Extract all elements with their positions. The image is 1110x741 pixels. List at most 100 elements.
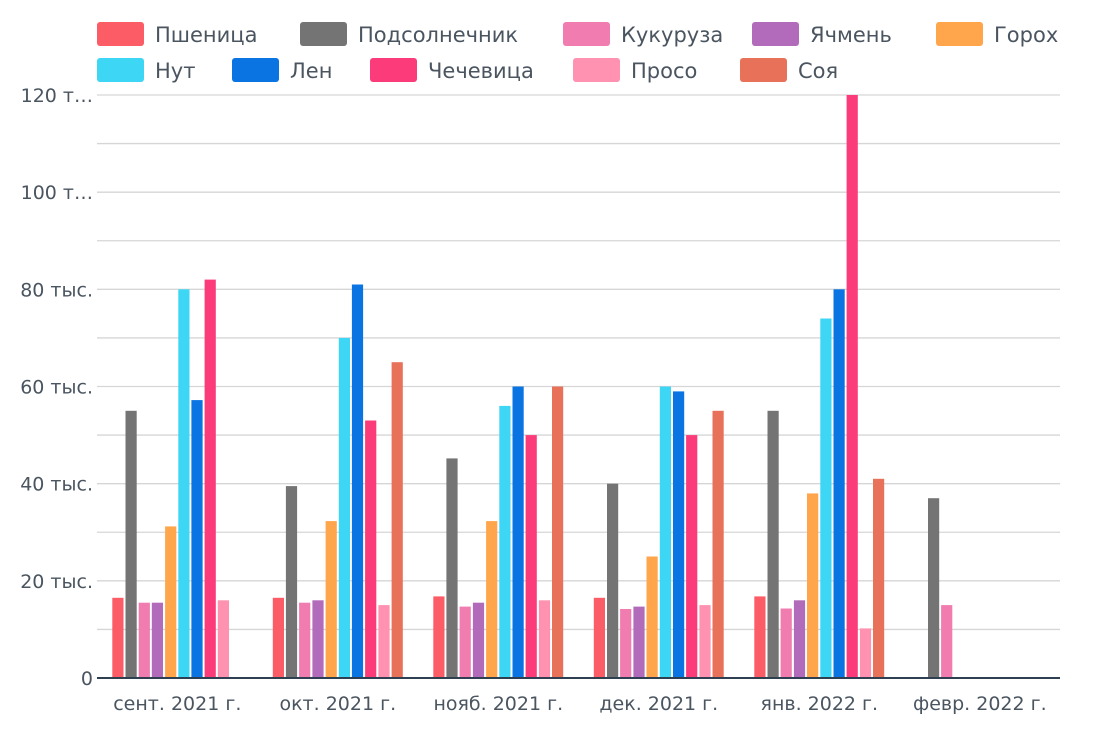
bar-2-2[interactable] (285, 486, 298, 678)
bar-4-4[interactable] (633, 606, 645, 678)
bar-8-4[interactable] (686, 435, 698, 678)
bar-4-5[interactable] (793, 600, 806, 678)
bar-5-1[interactable] (165, 526, 177, 678)
y-tick-label: 60 тыс. (20, 377, 93, 399)
legend-4-swatch (752, 22, 799, 46)
bar-4-2[interactable] (312, 600, 324, 678)
legend-10-label: Соя (798, 59, 838, 83)
bar-6-4[interactable] (659, 386, 671, 679)
legend-8-label: Чечевица (428, 59, 534, 83)
bar-6-2[interactable] (338, 337, 350, 678)
bar-3-3[interactable] (459, 606, 471, 678)
legend-3-swatch (563, 22, 610, 46)
bar-3-6[interactable] (941, 605, 953, 678)
legend-7-swatch (232, 58, 279, 82)
legend-10-swatch (740, 58, 787, 82)
legend-1-label: Пшеница (155, 23, 257, 47)
gridlines (97, 94, 1060, 631)
legend-8[interactable]: Чечевица (370, 58, 534, 83)
bar-6-3[interactable] (499, 405, 511, 678)
bar-6-5[interactable] (820, 318, 832, 679)
bar-2-3[interactable] (446, 458, 458, 678)
bar-9-3[interactable] (538, 600, 551, 678)
bar-2-6[interactable] (928, 498, 940, 678)
bar-1-5[interactable] (754, 596, 766, 678)
y-tick-label: 100 т… (21, 182, 93, 204)
bar-10-5[interactable] (873, 478, 885, 678)
bar-9-2[interactable] (378, 605, 390, 678)
legend-3-label: Кукуруза (621, 23, 723, 47)
legend: Пшеница Подсолнечник Кукуруза Ячмень Горох Ну… (97, 22, 1058, 83)
bar-1-1[interactable] (112, 597, 124, 678)
y-tick-label: 40 тыс. (20, 474, 93, 496)
bar-4-3[interactable] (472, 602, 485, 678)
bar-5-2[interactable] (325, 521, 337, 678)
x-tick-label: дек. 2021 г. (599, 693, 718, 715)
legend-10[interactable]: Соя (740, 58, 838, 83)
legend-7[interactable]: Лен (232, 58, 332, 83)
bar-3-1[interactable] (138, 602, 150, 678)
legend-5-swatch (936, 22, 983, 46)
bar-2-5[interactable] (767, 410, 779, 678)
bars (112, 95, 953, 679)
bar-7-3[interactable] (512, 386, 524, 679)
legend-5-label: Горох (994, 23, 1058, 47)
legend-9-swatch (573, 58, 620, 82)
bar-1-2[interactable] (272, 597, 284, 678)
y-tick-label: 80 тыс. (20, 279, 93, 301)
legend-4[interactable]: Ячмень (752, 22, 892, 47)
legend-4-label: Ячмень (810, 23, 892, 47)
x-tick-label: нояб. 2021 г. (433, 693, 563, 715)
legend-9[interactable]: Просо (573, 58, 697, 83)
bar-8-5[interactable] (846, 95, 858, 678)
bar-7-1[interactable] (191, 400, 203, 678)
x-tick-label: сент. 2021 г. (113, 693, 241, 715)
bar-6-1[interactable] (178, 289, 190, 678)
bar-9-4[interactable] (699, 605, 711, 678)
bar-10-2[interactable] (391, 362, 403, 678)
y-tick-label: 120 т… (21, 85, 93, 107)
x-tick-label: февр. 2022 г. (913, 693, 1047, 715)
legend-1-swatch (97, 22, 144, 46)
bar-7-4[interactable] (673, 391, 685, 678)
legend-3[interactable]: Кукуруза (563, 22, 723, 47)
y-tick-label: 0 (81, 668, 93, 690)
bar-8-2[interactable] (365, 420, 377, 679)
bar-3-4[interactable] (620, 609, 632, 678)
bar-7-2[interactable] (351, 284, 364, 679)
legend-5[interactable]: Горох (936, 22, 1058, 47)
bar-2-1[interactable] (125, 410, 137, 678)
y-axis-ticks: 0 20 тыс. 40 тыс. 60 тыс. 80 тыс. 100 т… 120 т… (20, 85, 93, 690)
bar-10-3[interactable] (552, 386, 564, 679)
y-tick-label: 20 тыс. (20, 571, 93, 593)
legend-6-label: Нут (155, 59, 195, 83)
legend-6-swatch (97, 58, 144, 82)
bar-1-3[interactable] (433, 596, 445, 678)
legend-7-label: Лен (290, 59, 332, 83)
bar-5-4[interactable] (646, 556, 658, 679)
bar-9-5[interactable] (859, 628, 872, 678)
bar-3-2[interactable] (299, 602, 311, 678)
legend-8-swatch (370, 58, 417, 82)
x-tick-label: янв. 2022 г. (761, 693, 879, 715)
bar-2-4[interactable] (607, 483, 619, 678)
legend-2-label: Подсолнечник (358, 23, 518, 47)
legend-1[interactable]: Пшеница (97, 22, 257, 47)
bar-1-4[interactable] (593, 597, 605, 678)
legend-2[interactable]: Подсолнечник (300, 22, 518, 47)
x-axis-ticks: сент. 2021 г. окт. 2021 г. нояб. 2021 г. де… (113, 693, 1046, 715)
bar-8-3[interactable] (525, 435, 537, 678)
bar-10-4[interactable] (712, 410, 724, 678)
legend-6[interactable]: Нут (97, 58, 195, 83)
bar-8-1[interactable] (204, 279, 216, 678)
bar-5-5[interactable] (807, 493, 819, 678)
x-tick-label: окт. 2021 г. (279, 693, 396, 715)
bar-4-1[interactable] (151, 602, 163, 678)
bar-3-5[interactable] (780, 608, 792, 679)
bar-7-5[interactable] (833, 289, 845, 678)
bar-5-3[interactable] (486, 521, 498, 678)
bar-9-1[interactable] (217, 600, 229, 678)
legend-2-swatch (300, 22, 347, 46)
